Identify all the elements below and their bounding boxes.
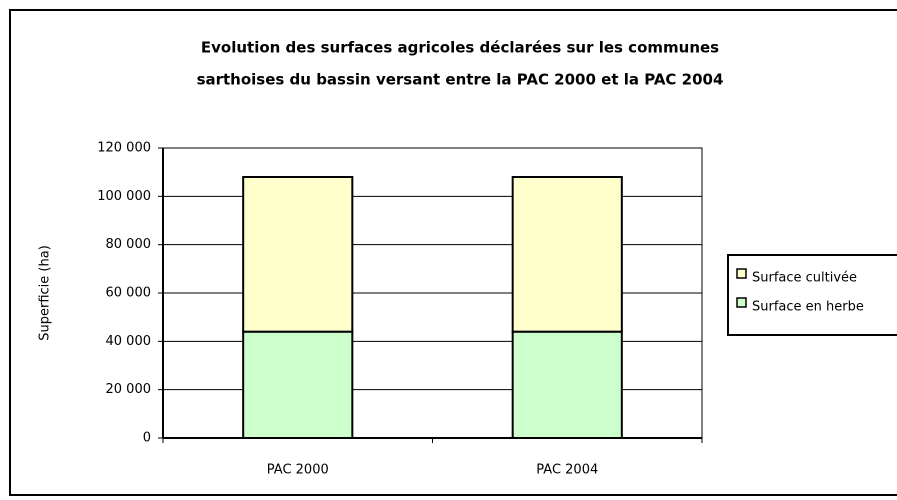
- y-tick-label: 40 000: [106, 334, 152, 349]
- legend-swatch: [736, 268, 747, 279]
- x-tick-label: PAC 2004: [536, 463, 598, 478]
- bar-segment: [511, 176, 623, 333]
- y-tick-label: 120 000: [97, 141, 151, 156]
- y-tick-label: 80 000: [106, 237, 152, 252]
- bar-segment: [242, 330, 354, 439]
- y-tick-label: 20 000: [106, 382, 152, 397]
- chart-title: Evolution des surfaces agricoles déclaré…: [201, 39, 719, 57]
- y-tick-label: 100 000: [97, 189, 151, 204]
- bar-segment: [511, 330, 623, 439]
- chart-title: sarthoises du bassin versant entre la PA…: [197, 71, 724, 89]
- y-axis-label: Superficie (ha): [38, 245, 53, 341]
- legend-box: [727, 254, 897, 336]
- legend-label: Surface en herbe: [752, 300, 864, 315]
- y-tick-label: 0: [143, 431, 151, 446]
- bar-segment: [242, 176, 354, 333]
- legend-swatch: [736, 297, 747, 308]
- x-tick-label: PAC 2000: [267, 463, 329, 478]
- legend-label: Surface cultivée: [752, 271, 857, 286]
- y-tick-label: 60 000: [106, 286, 152, 301]
